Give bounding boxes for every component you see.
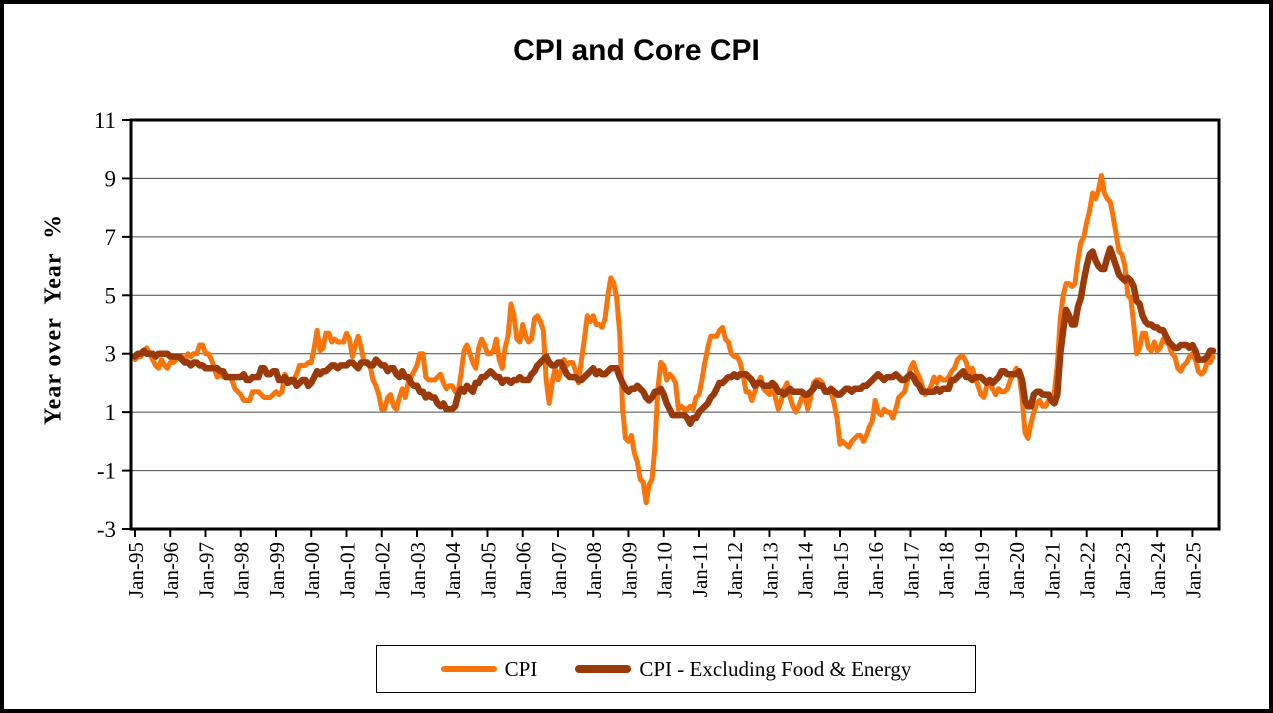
legend: CPI CPI - Excluding Food & Energy — [376, 645, 976, 693]
y-tick-label: 5 — [105, 283, 117, 308]
x-tick-label: Jan-24 — [1146, 542, 1170, 598]
plot-border — [129, 118, 1221, 531]
legend-label-cpi: CPI — [504, 656, 538, 681]
y-tick-label: -1 — [97, 459, 116, 484]
x-tick-label: Jan-22 — [1076, 542, 1100, 598]
x-tick-label: Jan-14 — [794, 542, 818, 598]
y-tick-label: -3 — [97, 517, 116, 542]
x-tick-label: Jan-15 — [829, 542, 853, 598]
core-cpi-line — [131, 245, 1217, 428]
x-tick-label: Jan-97 — [194, 542, 218, 598]
x-tick-label: Jan-21 — [1040, 542, 1064, 598]
legend-label-core-cpi: CPI - Excluding Food & Energy — [639, 656, 912, 681]
x-tick-label: Jan-13 — [758, 542, 782, 598]
core-cpi-line-swatch — [575, 665, 632, 673]
x-tick-label: Jan-99 — [265, 542, 289, 598]
x-tick-label: Jan-01 — [335, 542, 359, 598]
plot-area: -3 -1 1 3 5 7 9 11 Jan-95 Jan-96 Jan-97 Jan-98 Jan-9… — [94, 108, 1221, 598]
x-tick-label: Jan-09 — [617, 542, 641, 598]
x-tick-label: Jan-04 — [441, 542, 465, 598]
cpi-line — [132, 173, 1216, 506]
x-tick-label: Jan-25 — [1181, 542, 1205, 598]
x-tick-label: Jan-20 — [1005, 542, 1029, 598]
x-tick-label: Jan-12 — [723, 542, 747, 598]
chart-title: CPI and Core CPI — [513, 34, 760, 67]
x-tick-label: Jan-98 — [230, 542, 254, 598]
x-tick-label: Jan-06 — [512, 542, 536, 598]
y-tick-label: 11 — [94, 108, 116, 133]
x-tick-label: Jan-07 — [547, 542, 571, 598]
x-tick-label: Jan-96 — [159, 542, 183, 598]
x-tick-label: Jan-19 — [970, 542, 994, 598]
cpi-line-swatch — [440, 666, 497, 672]
x-tick-label: Jan-03 — [406, 542, 430, 598]
x-tick-label: Jan-05 — [476, 542, 500, 598]
x-tick-label: Jan-08 — [582, 542, 606, 598]
legend-item-cpi: CPI — [440, 656, 538, 682]
x-tick-label: Jan-95 — [124, 542, 148, 598]
x-tick-label: Jan-10 — [653, 542, 677, 598]
x-tick-label: Jan-16 — [864, 542, 888, 598]
x-tick-label: Jan-18 — [935, 542, 959, 598]
y-tick-label: 7 — [105, 225, 117, 250]
x-tick-label: Jan-11 — [688, 542, 712, 597]
y-tick-label: 3 — [105, 342, 117, 367]
y-tick-label: 9 — [105, 166, 117, 191]
x-tick-label: Jan-17 — [899, 542, 923, 598]
x-tick-label: Jan-23 — [1111, 542, 1135, 598]
legend-item-core-cpi: CPI - Excluding Food & Energy — [575, 657, 911, 682]
x-tick-label: Jan-00 — [300, 542, 324, 598]
y-tick-label: 1 — [105, 400, 117, 425]
x-tick-label: Jan-02 — [371, 542, 395, 598]
